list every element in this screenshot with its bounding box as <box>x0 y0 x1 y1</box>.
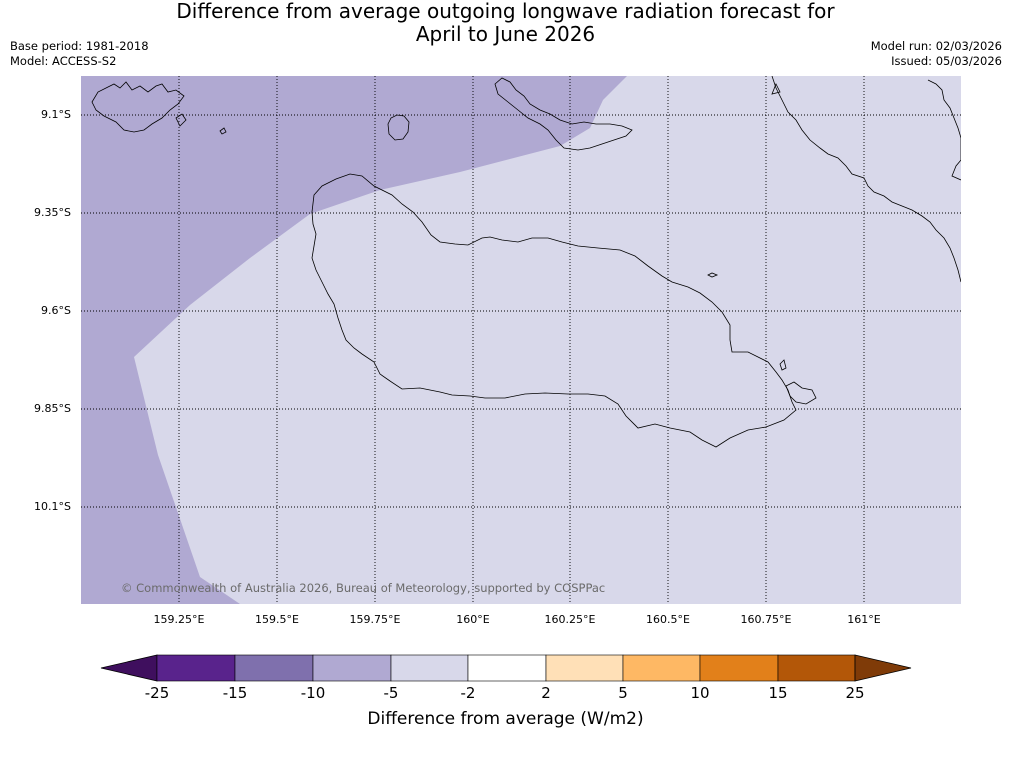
lon-label: 161°E <box>847 613 881 626</box>
colorbar-segment <box>312 654 392 682</box>
lon-label: 160°E <box>456 613 490 626</box>
colorbar-tick: -2 <box>460 684 476 702</box>
lat-label: 9.1°S <box>41 108 71 121</box>
meta-left: Base period: 1981-2018 Model: ACCESS-S2 <box>10 39 149 69</box>
colorbar <box>100 654 912 682</box>
malaita-coastline <box>771 76 961 283</box>
lon-label: 159.5°E <box>255 613 299 626</box>
lon-label: 159.25°E <box>153 613 205 626</box>
colorbar-tick: 25 <box>845 684 865 702</box>
base-period: Base period: 1981-2018 <box>10 39 149 53</box>
anomaly-region-negative <box>81 76 627 604</box>
colorbar-tick: 10 <box>690 684 710 702</box>
lat-label: 10.1°S <box>34 500 71 513</box>
colorbar-extend-low <box>100 654 158 682</box>
map-title: Difference from average outgoing longwav… <box>0 0 1011 46</box>
colorbar-tick: -15 <box>222 684 248 702</box>
ngella-islets-coastline <box>779 359 787 371</box>
islet-coastline <box>707 272 719 278</box>
florida-islands-coastline <box>494 77 633 151</box>
ngella-islets-coastline <box>785 381 817 405</box>
issued-date: Issued: 05/03/2026 <box>891 54 1002 68</box>
guadalcanal-coastline <box>311 173 797 448</box>
copyright-notice: © Commonwealth of Australia 2026, Bureau… <box>121 581 606 595</box>
colorbar-tick: -25 <box>144 684 170 702</box>
islet-coastline <box>387 114 410 141</box>
colorbar-segment <box>622 654 701 682</box>
lon-label: 160.5°E <box>646 613 690 626</box>
colorbar-title: Difference from average (W/m2) <box>367 709 644 729</box>
lon-label: 160.75°E <box>740 613 792 626</box>
lat-label: 9.85°S <box>34 402 71 415</box>
model-name: Model: ACCESS-S2 <box>10 54 117 68</box>
colorbar-segment <box>156 654 236 682</box>
title-line-1: Difference from average outgoing longwav… <box>176 0 835 23</box>
colorbar-segment <box>390 654 469 682</box>
coastlines <box>91 76 961 448</box>
colorbar-segment <box>467 654 547 682</box>
meta-right: Model run: 02/03/2026 Issued: 05/03/2026 <box>871 39 1002 69</box>
lon-label: 160.25°E <box>544 613 596 626</box>
malaita-coastline <box>927 79 961 181</box>
lon-label: 159.75°E <box>349 613 401 626</box>
colorbar-extend-high <box>854 654 912 682</box>
colorbar-segment <box>777 654 856 682</box>
russell-islands-coastline <box>91 81 185 133</box>
colorbar-segment <box>699 654 779 682</box>
colorbar-segment <box>234 654 314 682</box>
colorbar-tick: -10 <box>300 684 326 702</box>
colorbar-segment <box>545 654 624 682</box>
colorbar-tick: 2 <box>541 684 551 702</box>
colorbar-tick: -5 <box>383 684 399 702</box>
title-line-2: April to June 2026 <box>415 22 596 46</box>
colorbar-tick: 5 <box>618 684 628 702</box>
lat-label: 9.35°S <box>34 206 71 219</box>
model-run: Model run: 02/03/2026 <box>870 39 1002 53</box>
graticule <box>81 76 961 604</box>
colorbar-tick: 15 <box>768 684 788 702</box>
islet-coastline <box>219 127 227 135</box>
malaita-coastline <box>771 83 781 95</box>
lat-label: 9.6°S <box>41 304 71 317</box>
